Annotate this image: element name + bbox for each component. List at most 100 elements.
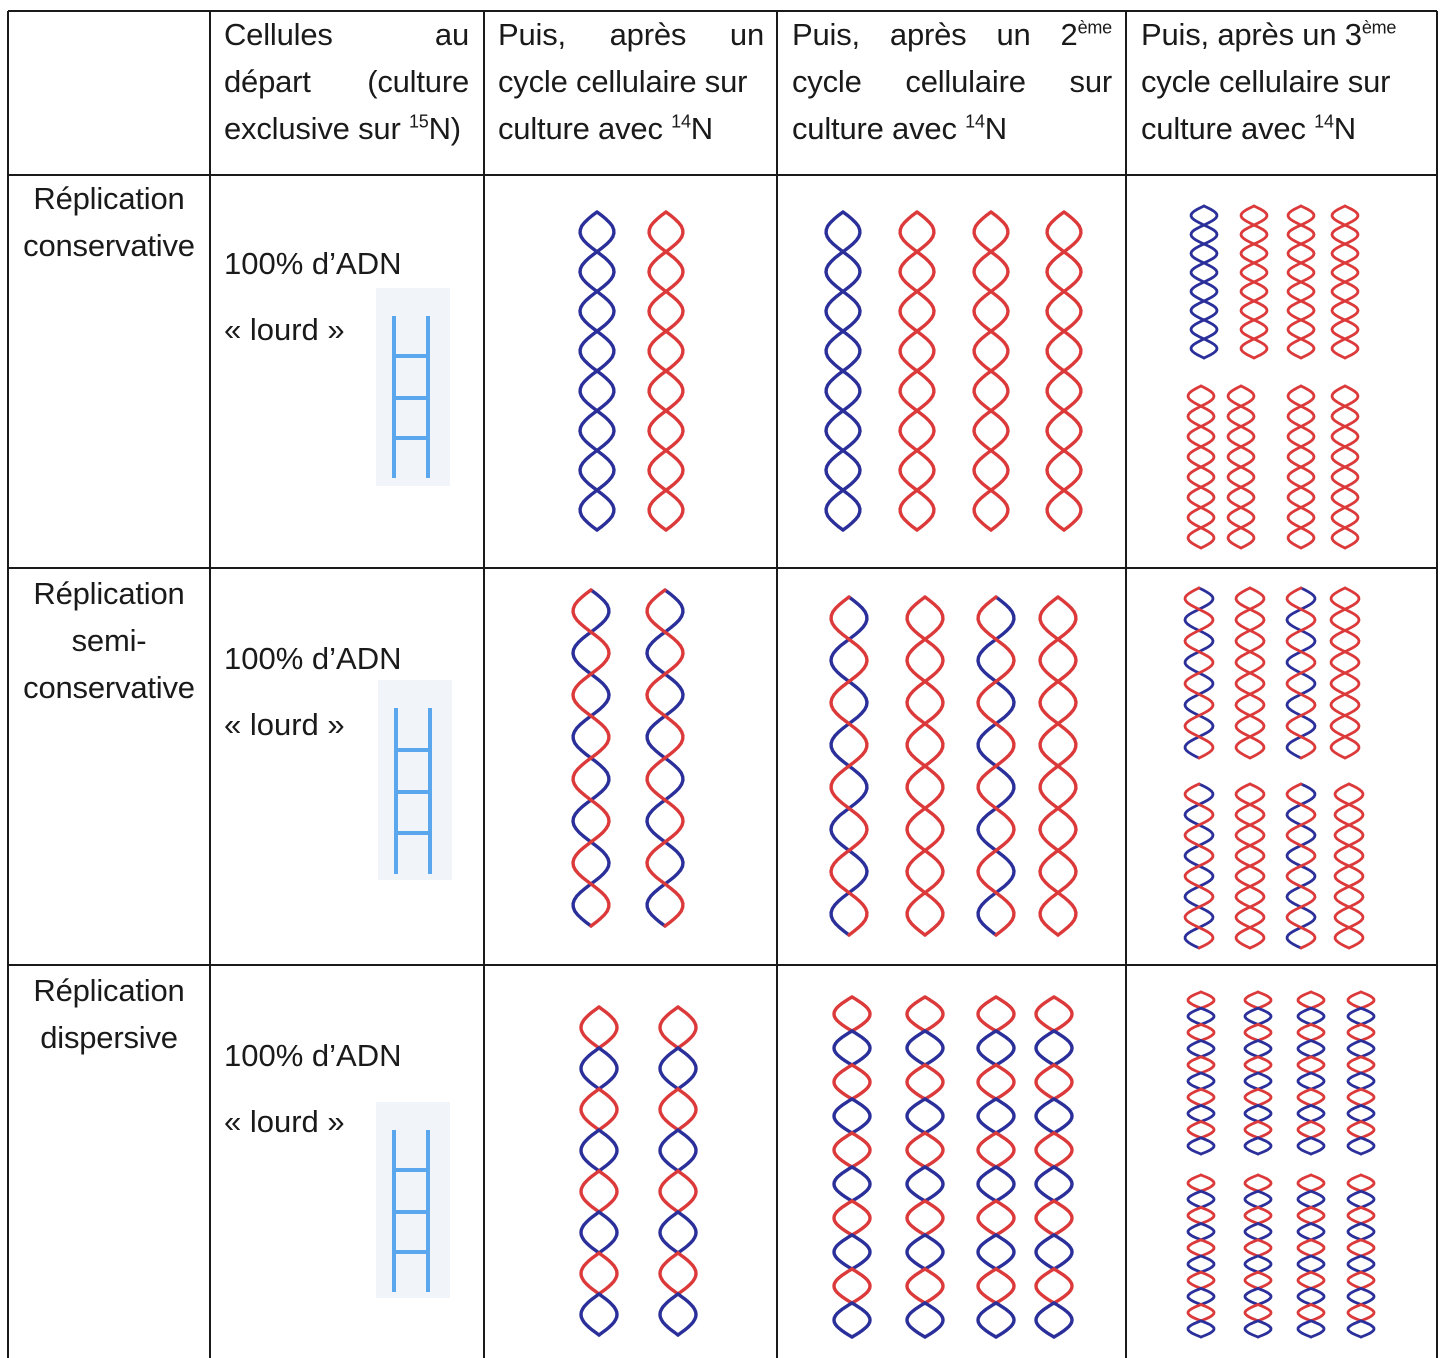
dna-strand-segment bbox=[1296, 1254, 1313, 1274]
dna-strand-segment bbox=[1186, 1136, 1203, 1156]
dna-strand-segment bbox=[923, 1301, 945, 1339]
dna-strand bbox=[1183, 782, 1215, 950]
dna-strand-segment bbox=[1199, 1039, 1216, 1059]
row-label-semi-conservative: Réplication semi- conservative bbox=[23, 576, 195, 705]
dna-strand-segment bbox=[1199, 1319, 1216, 1339]
dna-strand-segment bbox=[1346, 1136, 1363, 1156]
dna-strand-segment bbox=[1199, 1173, 1216, 1193]
dna-strand bbox=[898, 210, 936, 532]
dna-strand-segment bbox=[923, 1097, 945, 1135]
dna-strand-segment bbox=[1296, 1039, 1313, 1059]
dna-strand-segment bbox=[1346, 1104, 1363, 1123]
dna-strand bbox=[1330, 384, 1360, 550]
dna-strand-segment bbox=[579, 1210, 601, 1255]
dna-strand-segment bbox=[1309, 1071, 1326, 1091]
dna-strand-segment bbox=[579, 1169, 601, 1214]
dna-strand-segment bbox=[676, 1005, 698, 1050]
dna-strand-segment bbox=[850, 1063, 872, 1101]
dna-strand-segment bbox=[1256, 1023, 1273, 1042]
dna-strand-segment bbox=[994, 1233, 1016, 1271]
dna-strand-segment bbox=[1034, 1029, 1056, 1067]
dna-strand-segment bbox=[676, 1210, 698, 1255]
dna-strand-segment bbox=[850, 1165, 872, 1203]
dna-strand-segment bbox=[1199, 1071, 1216, 1091]
dna-strand-segment bbox=[1243, 1287, 1260, 1306]
dna-strand-segment bbox=[905, 995, 927, 1033]
dna-strand-segment bbox=[1296, 1104, 1313, 1123]
dna-strand-segment bbox=[1243, 1254, 1260, 1274]
dna-strand-segment bbox=[1309, 1039, 1326, 1059]
dna-strand-segment bbox=[1256, 1039, 1273, 1059]
dna-strand-segment bbox=[1359, 1254, 1376, 1274]
dna-strand-segment bbox=[1359, 1023, 1376, 1042]
dna-strand-segment bbox=[1309, 1270, 1326, 1290]
dna-strand-segment bbox=[1296, 1303, 1313, 1323]
dna-strand-segment bbox=[1243, 1222, 1260, 1242]
dna-strand-segment bbox=[1346, 1071, 1363, 1091]
dna-strand-segment bbox=[1034, 1301, 1056, 1339]
dna-strand-segment bbox=[1296, 1189, 1313, 1209]
dna-strand-segment bbox=[1186, 1206, 1203, 1225]
dna-strand-segment bbox=[1052, 1199, 1074, 1237]
dna-strand bbox=[571, 588, 611, 928]
dna-strand-segment bbox=[1359, 1270, 1376, 1290]
dna-strand-segment bbox=[1186, 1173, 1203, 1193]
dna-strand-segment bbox=[1199, 1006, 1216, 1026]
dna-strand-segment bbox=[1309, 1006, 1326, 1026]
dna-strand-segment bbox=[923, 1165, 945, 1203]
dna-strand-segment bbox=[905, 1063, 927, 1101]
dna-strand-segment bbox=[1186, 1270, 1203, 1290]
dna-strand bbox=[1330, 204, 1360, 360]
dna-strand-segment bbox=[1186, 1055, 1203, 1075]
dna-strand-segment bbox=[1052, 1165, 1074, 1203]
dna-strand-segment bbox=[1296, 1270, 1313, 1290]
row-label-conservative: Réplication conservative bbox=[23, 181, 195, 263]
dna-strand-segment bbox=[1186, 1071, 1203, 1091]
dna-strand bbox=[824, 210, 862, 532]
dna-strand-segment bbox=[1199, 1206, 1216, 1225]
dna-strand-segment bbox=[1199, 1104, 1216, 1123]
dna-strand-segment bbox=[1359, 1303, 1376, 1323]
dna-strand-segment bbox=[1256, 1071, 1273, 1091]
dna-strand-segment bbox=[1186, 1222, 1203, 1242]
dna-strand-segment bbox=[1296, 1319, 1313, 1339]
dna-strand-segment bbox=[579, 1087, 601, 1132]
dna-strand-segment bbox=[1256, 1238, 1273, 1258]
dna-strand-segment bbox=[1243, 1303, 1260, 1323]
dna-strand-segment bbox=[832, 1233, 854, 1271]
dna-strand-segment bbox=[976, 1267, 998, 1305]
dna-strand-segment bbox=[1199, 1238, 1216, 1258]
dna-strand-segment bbox=[1359, 990, 1376, 1010]
dna-strand-segment bbox=[597, 1169, 619, 1214]
dna-strand-segment bbox=[1346, 1120, 1363, 1140]
dna-strand bbox=[1045, 210, 1083, 532]
dna-strand-segment bbox=[832, 1165, 854, 1203]
dna-strand-segment bbox=[1309, 1189, 1326, 1209]
dna-strand-segment bbox=[579, 1251, 601, 1296]
dna-strand bbox=[1186, 384, 1216, 550]
dna-strand-segment bbox=[976, 1233, 998, 1271]
dna-strand-segment bbox=[1199, 1087, 1216, 1107]
dna-strand-segment bbox=[1309, 1319, 1326, 1339]
dna-strand-segment bbox=[1346, 1206, 1363, 1225]
dna-strand-segment bbox=[832, 1267, 854, 1305]
header-col3: Puis, après un 2ème cycle cellulaire sur cult… bbox=[792, 17, 1112, 146]
dna-strand-segment bbox=[1199, 1254, 1216, 1274]
dna-strand-segment bbox=[1243, 1104, 1260, 1123]
dna-strand-segment bbox=[579, 1005, 601, 1050]
dna-strand-segment bbox=[1346, 1287, 1363, 1306]
dna-strand bbox=[1038, 595, 1078, 937]
dna-strand-segment bbox=[923, 1131, 945, 1169]
dna-strand-segment bbox=[1256, 1136, 1273, 1156]
dna-strand-segment bbox=[1309, 1087, 1326, 1107]
dna-strand-segment bbox=[905, 1165, 927, 1203]
dna-strand bbox=[1285, 586, 1317, 760]
dna-strand-segment bbox=[832, 1301, 854, 1339]
dna-strand-segment bbox=[1199, 1270, 1216, 1290]
dna-strand-segment bbox=[1052, 1029, 1074, 1067]
dna-strand-segment bbox=[1199, 1189, 1216, 1209]
dna-strand-segment bbox=[1309, 1254, 1326, 1274]
header-col2: Puis, après un cycle cellulaire sur cultur… bbox=[498, 17, 764, 146]
dna-strand-segment bbox=[1296, 1238, 1313, 1258]
